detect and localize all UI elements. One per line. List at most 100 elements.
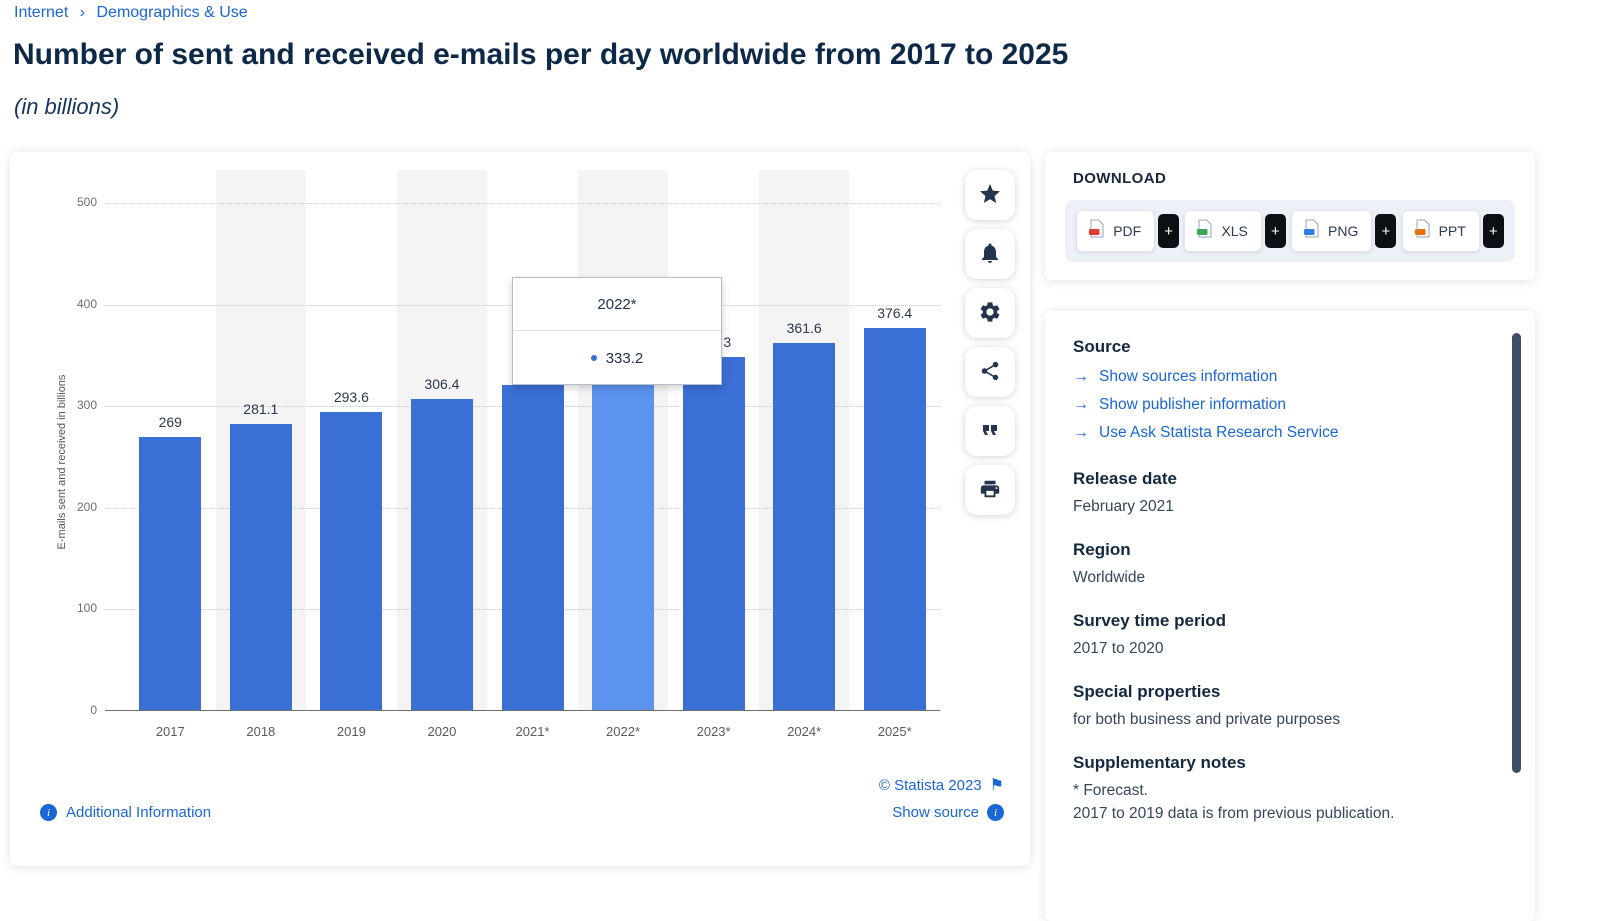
bar-value-label: 376.4: [877, 304, 913, 321]
additional-information-label: Additional Information: [66, 804, 212, 821]
section-text: * Forecast.: [1073, 782, 1148, 799]
download-group-ppt: PPT +: [1401, 210, 1504, 252]
bar-2020[interactable]: [410, 398, 473, 710]
y-tick-label: 300: [76, 398, 97, 413]
bar-value-label: 306.4: [424, 375, 460, 392]
bar-2022*[interactable]: [592, 371, 655, 710]
x-tick-label: 2022*: [606, 724, 641, 739]
download-xls-button[interactable]: XLS: [1184, 210, 1262, 252]
right-panel: DOWNLOAD PDF + XLS + PNG + PPT + Source → Show s…: [1045, 152, 1535, 921]
download-xls-plus-button[interactable]: +: [1264, 214, 1286, 248]
chart-footer-right: © Statista 2023 ⚑ Show source i: [879, 775, 1004, 821]
source-heading: Source: [1073, 337, 1131, 356]
info-icon: i: [40, 804, 57, 821]
section-text: Worldwide: [1073, 569, 1146, 586]
y-tick-label: 100: [76, 601, 97, 616]
page-title: Number of sent and received e-mails per …: [13, 38, 1069, 71]
tooltip-title: 2022*: [513, 278, 721, 331]
x-tick-label: 2017: [155, 724, 185, 739]
bar-value-label: 269: [158, 413, 182, 430]
bell-icon: [978, 241, 1002, 268]
chart-toolbar: [965, 170, 1015, 515]
ppt-file-icon: [1414, 219, 1431, 243]
download-pdf-button[interactable]: PDF: [1076, 210, 1156, 252]
arrow-icon: →: [1073, 368, 1089, 385]
source-links: → Show sources information → Show publisher…: [1073, 363, 1475, 447]
breadcrumb-link-demographics-use[interactable]: Demographics & Use: [96, 4, 248, 21]
download-ppt-plus-button[interactable]: +: [1482, 214, 1504, 248]
source-link-2[interactable]: → Use Ask Statista Research Service: [1073, 419, 1475, 447]
source-link-0[interactable]: → Show sources information: [1073, 363, 1475, 391]
copyright-label: © Statista 2023: [878, 776, 982, 794]
download-png-plus-button[interactable]: +: [1375, 214, 1397, 248]
share-button[interactable]: [965, 347, 1015, 397]
y-tick-label: 400: [76, 296, 97, 311]
section-heading: Release date: [1073, 469, 1177, 488]
bar-value-label: 361.6: [786, 319, 822, 336]
show-source-label: Show source: [892, 804, 979, 821]
x-tick-label: 2020: [427, 724, 457, 739]
bar-2023*[interactable]: [682, 357, 745, 710]
section-heading: Survey time period: [1073, 611, 1227, 630]
section-heading: Region: [1073, 540, 1131, 559]
x-tick-label: 2019: [336, 724, 366, 739]
favorite-button[interactable]: [965, 170, 1015, 220]
detail-sections: Release date February 2021 Region Worldwide…: [1073, 469, 1475, 825]
xls-file-icon: [1196, 219, 1213, 243]
additional-information-link[interactable]: i Additional Information: [40, 804, 211, 821]
alerts-button[interactable]: [965, 229, 1015, 279]
bar-2019[interactable]: [320, 411, 383, 710]
bar-2021*[interactable]: [501, 385, 564, 710]
cite-button[interactable]: [965, 406, 1015, 456]
bar-2018[interactable]: [229, 424, 292, 710]
star-icon: [978, 182, 1002, 209]
download-label: XLS: [1221, 223, 1248, 239]
tooltip-series-dot: [590, 355, 597, 361]
source-link-1[interactable]: → Show publisher information: [1073, 391, 1475, 419]
section-text: for both business and private purposes: [1073, 711, 1341, 728]
bar-2025*[interactable]: [863, 327, 926, 710]
x-tick-label: 2023*: [696, 724, 731, 739]
download-label: PNG: [1328, 223, 1359, 239]
breadcrumb-separator: ›: [79, 4, 86, 21]
section-heading: Special properties: [1073, 682, 1221, 701]
page-subtitle: (in billions): [14, 94, 120, 119]
print-button[interactable]: [965, 465, 1015, 515]
download-pdf-plus-button[interactable]: +: [1158, 214, 1180, 248]
arrow-icon: →: [1073, 424, 1089, 441]
source-link-label: Show sources information: [1099, 368, 1278, 385]
section-text: 2017 to 2019 data is from previous publi…: [1073, 805, 1395, 822]
chart-tooltip: 2022* 333.2: [512, 277, 722, 385]
details-panel: Source → Show sources information → Show pu…: [1045, 311, 1535, 921]
show-source-link[interactable]: Show source i: [892, 804, 1004, 821]
png-file-icon: [1303, 219, 1320, 243]
download-png-button[interactable]: PNG: [1291, 210, 1373, 252]
bar-value-label: 293.6: [333, 388, 369, 405]
source-link-label: Use Ask Statista Research Service: [1099, 424, 1339, 441]
download-group-xls: XLS +: [1184, 210, 1286, 252]
download-label: PDF: [1113, 223, 1142, 239]
statista-copyright-link[interactable]: © Statista 2023 ⚑: [879, 775, 1004, 795]
pdf-file-icon: [1088, 219, 1105, 243]
bar-chart: 0 100 200 300 400 500 269 2017 281.1 2018 293.6 201…: [77, 170, 940, 739]
download-group-pdf: PDF +: [1076, 210, 1180, 252]
gear-icon: [978, 300, 1002, 327]
quote-icon: [978, 418, 1002, 445]
bar-2024*[interactable]: [773, 342, 836, 710]
breadcrumb-link-internet[interactable]: Internet: [14, 4, 69, 21]
y-tick-label: 200: [76, 499, 97, 514]
scrollbar[interactable]: [1512, 333, 1521, 773]
grid-line: [105, 203, 940, 204]
settings-button[interactable]: [965, 288, 1015, 338]
arrow-icon: →: [1073, 396, 1089, 413]
download-panel: DOWNLOAD PDF + XLS + PNG + PPT +: [1045, 152, 1535, 280]
bar-2017[interactable]: [139, 436, 202, 710]
section-text: 2017 to 2020: [1073, 640, 1164, 657]
breadcrumb: Internet › Demographics & Use: [14, 4, 248, 22]
bar-value-label: 281.1: [243, 401, 279, 418]
x-tick-label: 2025*: [877, 724, 912, 739]
download-ppt-button[interactable]: PPT: [1401, 210, 1480, 252]
share-icon: [979, 360, 1001, 385]
x-tick-label: 2021*: [515, 724, 550, 739]
download-heading: DOWNLOAD: [1073, 170, 1167, 187]
